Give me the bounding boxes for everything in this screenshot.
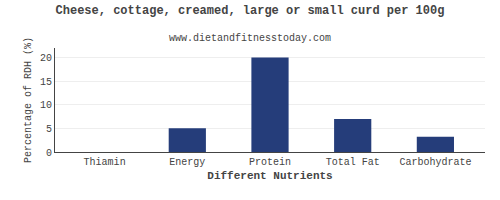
svg-text:Percentage of RDH (%): Percentage of RDH (%) bbox=[23, 37, 34, 163]
svg-text:Carbohydrate: Carbohydrate bbox=[399, 157, 471, 168]
svg-text:Protein: Protein bbox=[249, 157, 291, 168]
svg-text:Different Nutrients: Different Nutrients bbox=[207, 170, 332, 182]
svg-text:Thiamin: Thiamin bbox=[84, 157, 126, 168]
svg-text:Total Fat: Total Fat bbox=[326, 157, 380, 168]
svg-text:20: 20 bbox=[40, 53, 52, 64]
svg-text:5: 5 bbox=[46, 124, 52, 135]
svg-text:15: 15 bbox=[40, 77, 52, 88]
svg-text:Energy: Energy bbox=[169, 157, 205, 168]
svg-text:0: 0 bbox=[46, 148, 52, 159]
svg-text:10: 10 bbox=[40, 100, 52, 111]
svg-text:Cheese, cottage, creamed, larg: Cheese, cottage, creamed, large or small… bbox=[56, 4, 445, 18]
svg-text:www.dietandfitnesstoday.com: www.dietandfitnesstoday.com bbox=[169, 33, 331, 44]
